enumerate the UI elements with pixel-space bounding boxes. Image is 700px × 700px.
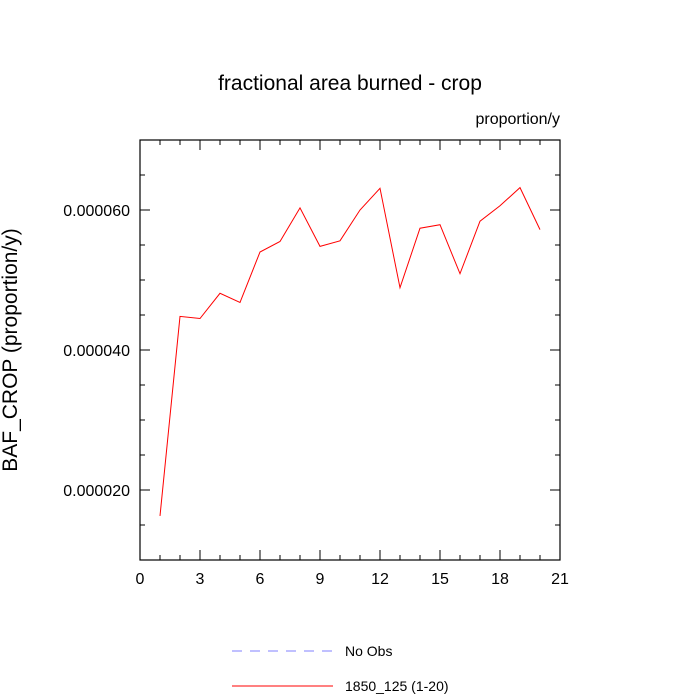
x-tick-label: 9 bbox=[316, 571, 325, 588]
x-tick-label: 12 bbox=[371, 571, 389, 588]
plot-frame bbox=[139, 139, 561, 561]
y-tick-label: 0.000060 bbox=[63, 203, 130, 220]
x-tick-label: 15 bbox=[431, 571, 449, 588]
units-label: proportion/y bbox=[476, 111, 561, 128]
legend: No Obs 1850_125 (1-20) bbox=[232, 643, 449, 694]
series-layer bbox=[159, 186, 541, 516]
x-tick-label: 6 bbox=[256, 571, 265, 588]
y-tick-label: 0.000020 bbox=[63, 483, 130, 500]
y-tick-label: 0.000040 bbox=[63, 343, 130, 360]
series-line bbox=[159, 186, 541, 516]
x-tick-label: 21 bbox=[551, 571, 569, 588]
legend-label: 1850_125 (1-20) bbox=[345, 678, 449, 694]
axes: 0 3 6 9 12 15 18 21 0.000020 0.000040 0.000060 bbox=[63, 139, 569, 588]
x-tick-label: 0 bbox=[136, 571, 145, 588]
legend-label: No Obs bbox=[345, 643, 392, 659]
chart-title: fractional area burned - crop bbox=[218, 72, 482, 95]
x-tick-label: 18 bbox=[491, 571, 509, 588]
x-tick-label: 3 bbox=[196, 571, 205, 588]
y-axis-label: BAF_CROP (proportion/y) bbox=[0, 228, 22, 472]
